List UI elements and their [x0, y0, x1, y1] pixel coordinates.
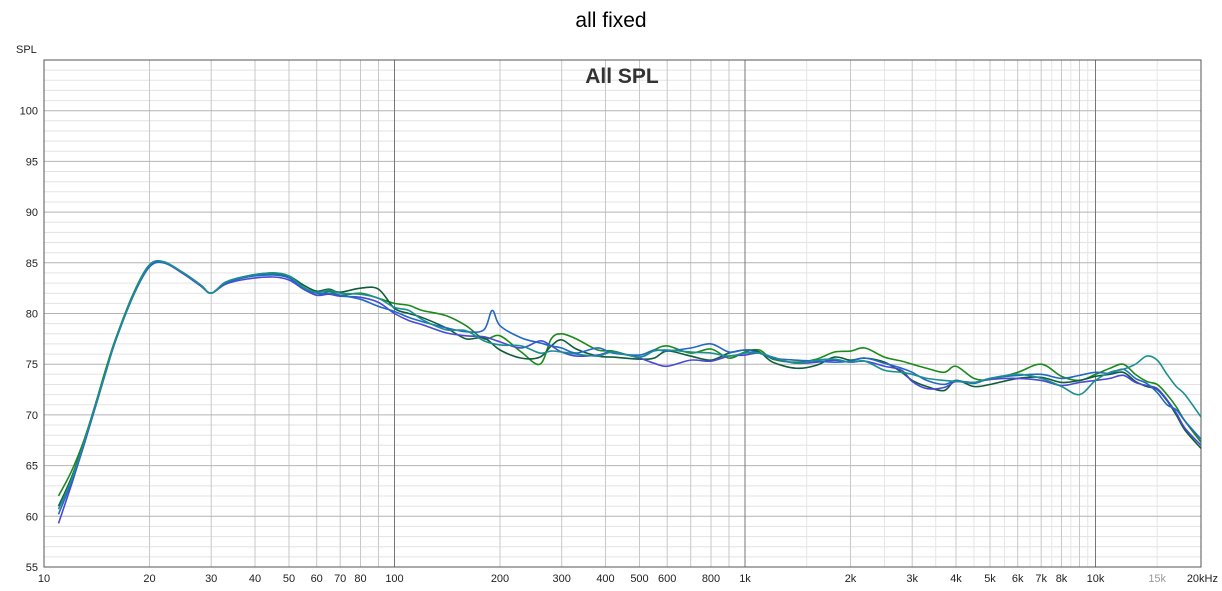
x-tick-label: 10k — [1087, 573, 1105, 585]
grid-major — [44, 60, 1201, 567]
chart-title: all fixed — [575, 9, 647, 32]
grid-minor — [44, 60, 1202, 567]
x-tick-label: 20kHz — [1187, 573, 1218, 585]
plot-frame — [43, 59, 1202, 568]
y-tick-labels: 55 60 65 70 75 80 85 90 95 100 — [20, 106, 38, 574]
y-tick-label: 60 — [26, 511, 38, 523]
x-tick-label: 8k — [1056, 573, 1068, 585]
x-tick-label: 400 — [596, 573, 614, 585]
x-tick-label: 80 — [354, 573, 366, 585]
series-group — [57, 259, 1202, 524]
series-line-4 — [57, 261, 1202, 515]
y-tick-label: 100 — [20, 106, 38, 118]
x-tick-label: 2k — [845, 573, 857, 585]
x-tick-label: 15k — [1148, 573, 1166, 585]
y-tick-label: 95 — [26, 156, 38, 168]
x-tick-label: 70 — [334, 573, 346, 585]
x-tick-label: 800 — [702, 573, 720, 585]
x-tick-label: 5k — [984, 573, 996, 585]
x-tick-label: 30 — [205, 573, 217, 585]
x-tick-label: 60 — [311, 573, 323, 585]
y-tick-label: 70 — [26, 410, 38, 422]
x-tick-label: 7k — [1035, 573, 1047, 585]
y-tick-label: 55 — [26, 562, 38, 574]
x-tick-label: 40 — [249, 573, 261, 585]
x-tick-label: 6k — [1012, 573, 1024, 585]
plot-inner-title: All SPL — [585, 65, 659, 88]
x-tick-label: 4k — [950, 573, 962, 585]
x-tick-label: 50 — [283, 573, 295, 585]
y-tick-label: 75 — [26, 359, 38, 371]
x-tick-label: 1k — [739, 573, 751, 585]
x-tick-label: 100 — [385, 573, 403, 585]
series-line-5 — [57, 259, 1202, 510]
x-tick-labels: 10 20 30 40 50 60 70 80 100 200 300 400 500 600 800 1k 2… — [38, 573, 1218, 585]
x-tick-label: 500 — [630, 573, 648, 585]
x-tick-label: 600 — [658, 573, 676, 585]
y-tick-label: 85 — [26, 258, 38, 270]
x-tick-label: 200 — [491, 573, 509, 585]
y-axis-label: SPL — [16, 44, 37, 56]
y-tick-label: 90 — [26, 207, 38, 219]
y-tick-label: 65 — [26, 461, 38, 473]
x-tick-label: 300 — [553, 573, 571, 585]
x-tick-label: 3k — [906, 573, 918, 585]
x-tick-label: 10 — [38, 573, 50, 585]
x-tick-label: 20 — [143, 573, 155, 585]
y-tick-label: 80 — [26, 309, 38, 321]
